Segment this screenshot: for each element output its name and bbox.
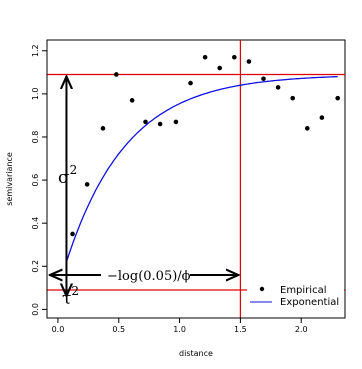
annotation-arrows [50, 76, 238, 296]
range-formula-label: −log(0.05)/ϕ [107, 269, 191, 284]
legend: Empirical Exponential [247, 282, 344, 310]
x-tick-label: 2.0 [295, 325, 308, 334]
legend-empirical-marker [259, 286, 265, 292]
y-axis: 0.0 0.2 0.4 0.6 0.8 1.0 1.2 [31, 44, 48, 316]
empirical-point [173, 119, 179, 125]
empirical-point [275, 85, 281, 90]
y-tick-label: 0.6 [31, 174, 40, 187]
empirical-point [246, 59, 252, 64]
tau-exponent: 2 [71, 284, 79, 298]
empirical-point [261, 76, 266, 82]
y-tick-label: 1.0 [31, 88, 40, 101]
y-axis-title: semivariance [5, 152, 14, 206]
sigma-exponent: 2 [70, 163, 78, 177]
y-tick-label: 1.2 [31, 44, 40, 57]
empirical-point [70, 231, 75, 237]
empirical-points-layer [70, 54, 341, 237]
legend-empirical-label: Empirical [280, 285, 326, 296]
exponential-fit-curve [65, 75, 338, 263]
empirical-point [202, 54, 208, 60]
x-tick-label: 1.0 [173, 325, 186, 334]
tau-squared-label: τ2 [62, 284, 79, 309]
empirical-point [188, 80, 193, 86]
sigma-symbol: σ [58, 168, 70, 188]
empirical-point [100, 126, 106, 131]
empirical-point [335, 95, 341, 101]
exponential-fit-layer [65, 75, 338, 263]
legend-exponential-label: Exponential [280, 297, 339, 308]
y-tick-label: 0.8 [31, 131, 40, 144]
sigma-squared-label: σ2 [58, 163, 77, 188]
empirical-point [157, 121, 163, 127]
x-tick-label: 0.0 [52, 325, 65, 334]
empirical-point [114, 72, 119, 77]
legend-background [247, 282, 344, 310]
empirical-point [304, 126, 310, 131]
empirical-point [319, 115, 325, 120]
empirical-point [217, 65, 223, 71]
x-axis-title: distance [179, 349, 213, 358]
empirical-point [129, 98, 135, 103]
empirical-point [143, 119, 148, 125]
tau-symbol: τ [62, 289, 71, 309]
x-tick-label: 1.5 [234, 325, 247, 334]
x-tick-label: 0.5 [112, 325, 125, 334]
empirical-point [232, 54, 237, 60]
empirical-point [290, 95, 295, 101]
y-tick-label: 0.2 [31, 260, 40, 273]
y-tick-label: 0.0 [31, 303, 40, 316]
y-tick-label: 0.4 [31, 217, 40, 230]
empirical-point [84, 182, 90, 187]
x-axis: 0.0 0.5 1.0 1.5 2.0 [52, 317, 308, 334]
